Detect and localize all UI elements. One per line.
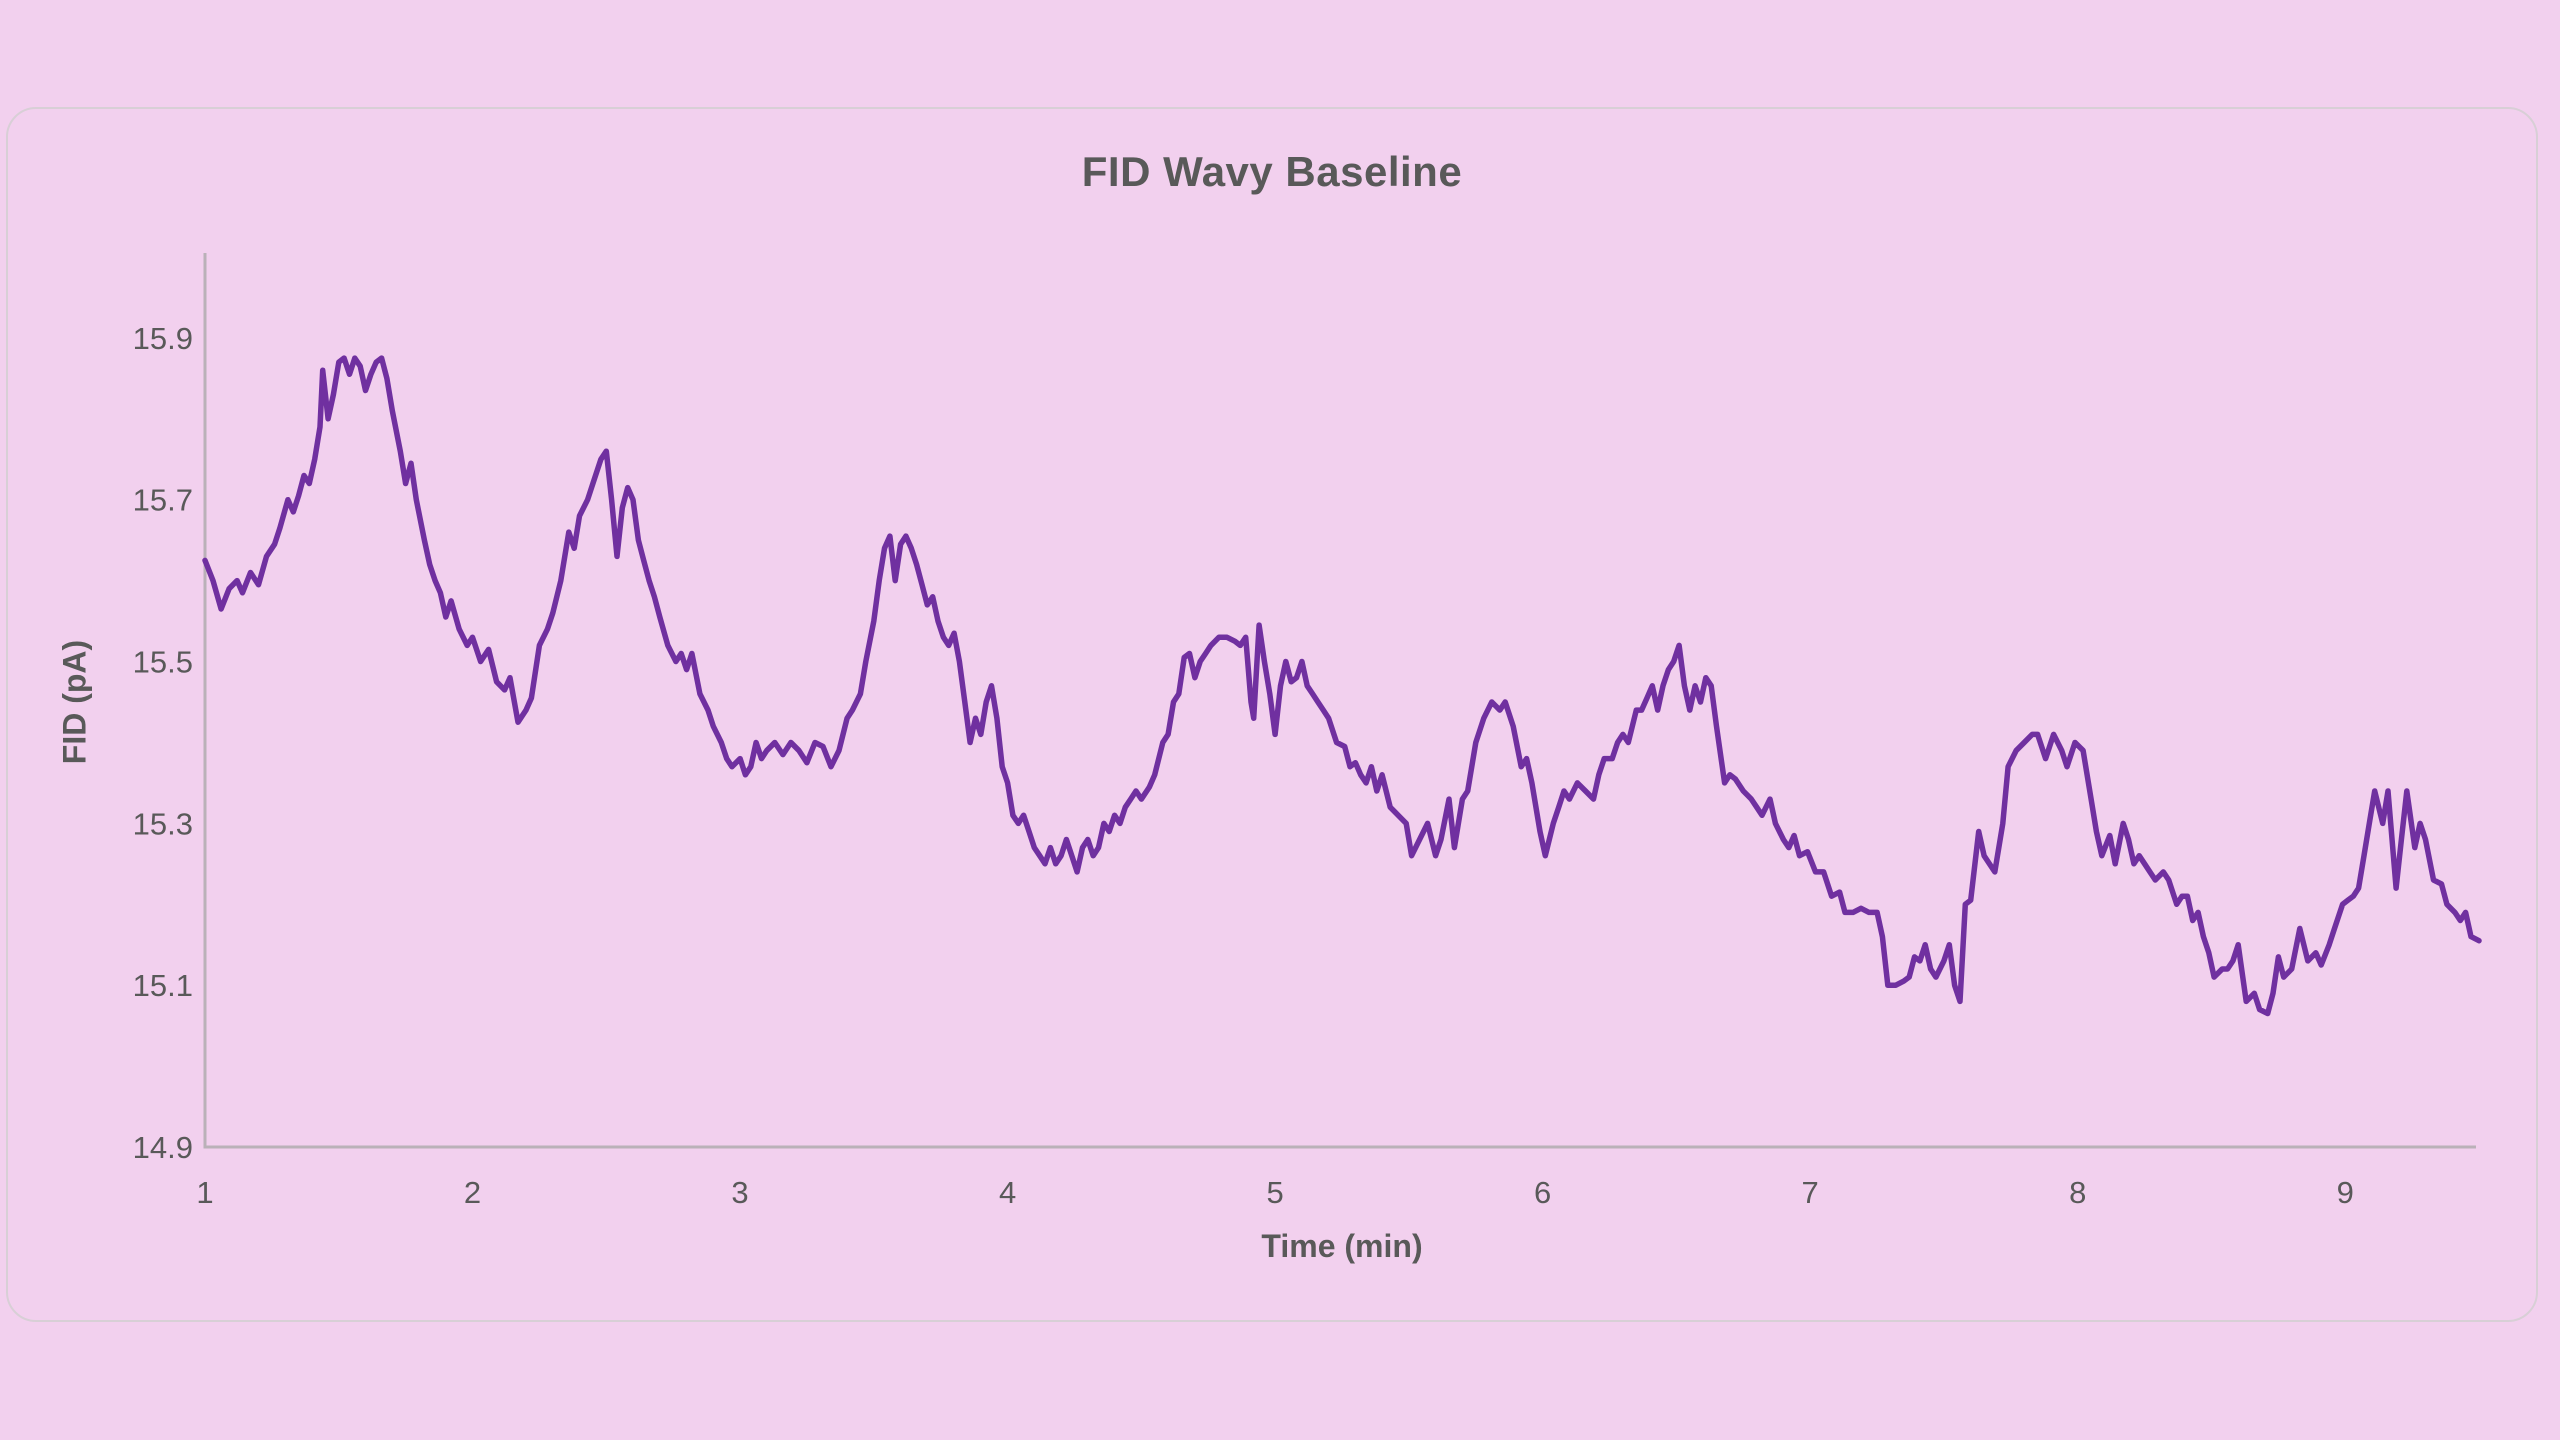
x-tick-label: 8 bbox=[2069, 1175, 2086, 1210]
signal-trace bbox=[202, 355, 2482, 1017]
tick-labels: 14.9 15.1 15.3 15.5 15.7 15.9 1 2 3 4 5 6 7 8 9 bbox=[133, 321, 2354, 1210]
axes bbox=[203, 253, 2476, 1149]
x-tick-label: 5 bbox=[1266, 1175, 1283, 1210]
x-tick-label: 3 bbox=[731, 1175, 748, 1210]
x-tick-label: 7 bbox=[1802, 1175, 1819, 1210]
x-axis-title: Time (min) bbox=[1261, 1228, 1423, 1264]
chart-panel bbox=[6, 107, 2538, 1322]
y-tick-label: 15.7 bbox=[133, 483, 193, 518]
y-tick-label: 14.9 bbox=[133, 1130, 193, 1165]
data-series bbox=[202, 355, 2482, 1017]
x-tick-label: 4 bbox=[999, 1175, 1016, 1210]
x-tick-label: 6 bbox=[1534, 1175, 1551, 1210]
y-tick-label: 15.1 bbox=[133, 968, 193, 1003]
y-axis-title-text: FID (pA) bbox=[56, 639, 93, 765]
y-tick-label: 15.3 bbox=[133, 806, 193, 841]
chart-title: FID Wavy Baseline bbox=[1081, 148, 1463, 195]
x-tick-label: 9 bbox=[2337, 1175, 2354, 1210]
y-tick-label: 15.5 bbox=[133, 645, 193, 680]
x-tick-label: 1 bbox=[196, 1175, 213, 1210]
x-tick-label: 2 bbox=[464, 1175, 481, 1210]
y-tick-label: 15.9 bbox=[133, 321, 193, 356]
